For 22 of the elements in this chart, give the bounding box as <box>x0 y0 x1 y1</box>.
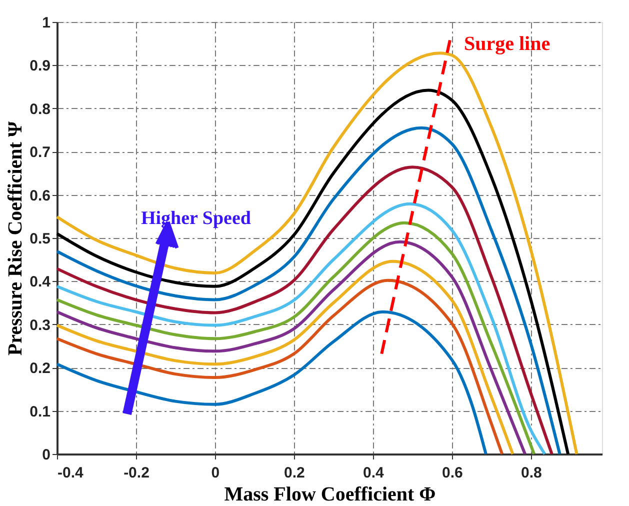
y-tick-label: 0.8 <box>30 100 50 118</box>
x-tick-label: 0 <box>211 464 220 482</box>
y-tick-label: 0 <box>42 446 50 464</box>
y-tick-label: 0.2 <box>30 360 50 378</box>
x-tick-label: -0.2 <box>124 464 150 482</box>
x-tick-label: 0.8 <box>520 464 542 482</box>
series-label: Surge line <box>464 33 550 56</box>
y-tick-label: 0.1 <box>30 403 50 420</box>
y-tick-label: 0.6 <box>30 187 50 204</box>
x-axis-title: Mass Flow Coefficient Φ <box>224 484 436 506</box>
y-tick-label: 1 <box>42 14 50 32</box>
y-tick-label: 0.7 <box>30 144 50 162</box>
x-tick-label: 0.2 <box>284 464 305 482</box>
x-tick-label: -0.4 <box>58 464 84 482</box>
line-series <box>56 310 488 456</box>
x-tick-label: 0.4 <box>363 464 385 482</box>
x-tick-label: 0.6 <box>442 464 463 482</box>
y-tick-label: 0.4 <box>30 274 52 291</box>
y-tick-label: 0.3 <box>30 316 50 334</box>
y-tick-label: 0.9 <box>30 58 50 75</box>
y-axis-title: Pressure Rise Coefficient Ψ <box>4 120 27 356</box>
y-tick-label: 0.5 <box>30 230 50 248</box>
